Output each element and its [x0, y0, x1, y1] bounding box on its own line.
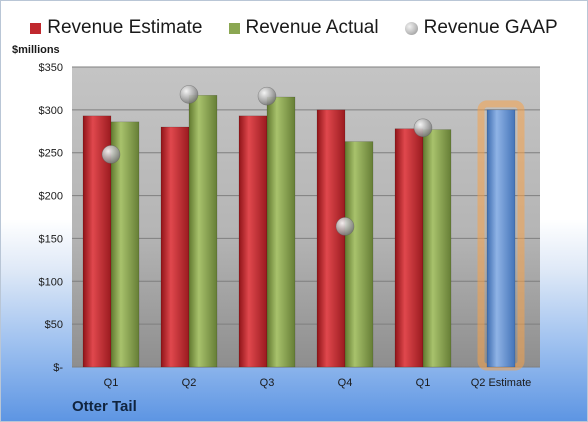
legend-item-revenue-gaap: Revenue GAAP	[404, 17, 558, 39]
legend-label-revenue-estimate: Revenue Estimate	[47, 17, 203, 38]
x-tick-label-3: Q4	[338, 377, 353, 389]
actual-bar-4	[422, 129, 452, 368]
x-tick-label-1: Q2	[182, 377, 197, 389]
legend-swatch-revenue-gaap	[404, 21, 418, 35]
x-tick-label-5: Q2 Estimate	[471, 377, 532, 389]
legend-item-revenue-estimate: Revenue Estimate	[30, 17, 203, 39]
actual-bar-0	[110, 121, 140, 368]
estimate-bar-2	[238, 115, 268, 368]
gaap-point-2	[257, 86, 277, 106]
x-tick-label-0: Q1	[104, 377, 119, 389]
grid-lines	[72, 66, 540, 368]
gaap-point-0	[101, 145, 121, 164]
y-tick-label-0: $-	[53, 362, 63, 374]
legend-label-revenue-gaap: Revenue GAAP	[423, 17, 558, 38]
y-axis-tick-labels: $- $50 $100 $150 $200 $250 $300 $350	[39, 62, 64, 374]
x-tick-label-2: Q3	[260, 377, 275, 389]
y-tick-label-2: $100	[39, 276, 63, 288]
legend-swatch-revenue-estimate	[30, 22, 42, 34]
x-tick-label-4: Q1	[416, 377, 431, 389]
y-tick-label-3: $150	[39, 233, 63, 245]
gaap-point-3	[335, 217, 355, 236]
y-tick-label-1: $50	[45, 319, 63, 331]
estimate-bar-4	[394, 128, 424, 368]
legend-item-revenue-actual: Revenue Actual	[228, 17, 379, 39]
gaap-point-1	[179, 85, 199, 104]
company-name: Otter Tail	[72, 398, 137, 415]
plot-area	[72, 67, 540, 367]
y-tick-label-7: $350	[39, 62, 63, 74]
actual-bar-2	[266, 96, 296, 368]
gaap-points	[101, 85, 433, 236]
bars	[82, 95, 525, 371]
y-tick-label-6: $300	[39, 105, 63, 117]
legend-swatch-revenue-actual	[228, 22, 240, 34]
estimate-bar-1	[160, 126, 190, 368]
y-tick-label-5: $250	[39, 148, 63, 160]
actual-bar-3	[344, 141, 374, 368]
gaap-point-4	[413, 118, 433, 138]
estimate-forecast-bar	[486, 109, 516, 368]
chart-legend: Revenue Estimate Revenue Actual Revenue …	[0, 14, 588, 42]
legend-label-revenue-actual: Revenue Actual	[245, 17, 379, 38]
estimate-bar-3	[316, 109, 346, 368]
x-axis-tick-labels: Q1 Q2 Q3 Q4 Q1 Q2 Estimate	[104, 377, 532, 389]
actual-bar-1	[188, 95, 218, 368]
y-axis-unit-label: $millions	[12, 44, 60, 56]
y-tick-label-4: $200	[39, 191, 63, 203]
